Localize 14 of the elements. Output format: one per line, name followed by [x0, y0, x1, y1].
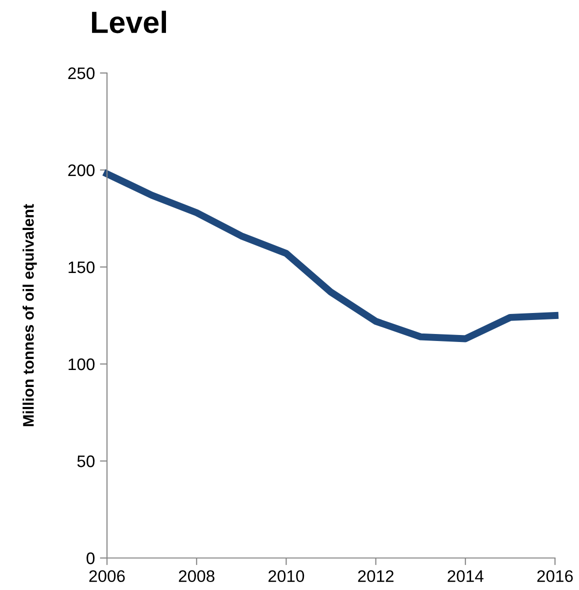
x-tick-label: 2008 [178, 570, 214, 582]
y-axis-title: Million tonnes of oil equivalent [22, 204, 37, 426]
y-tick-label: 200 [68, 164, 95, 176]
y-tick-label: 50 [77, 455, 95, 468]
x-tick-label: 2010 [268, 570, 304, 582]
y-tick-label: 150 [68, 261, 95, 274]
x-tick-label: 2016 [537, 570, 573, 582]
y-tick-label: 0 [86, 552, 95, 564]
x-tick-label: 2014 [448, 570, 484, 582]
y-tick-label: 250 [68, 67, 95, 80]
y-tick-label: 100 [68, 358, 95, 370]
x-tick-label: 2012 [358, 570, 394, 582]
x-tick-label: 2006 [89, 570, 125, 582]
chart-title: Level [92, 10, 166, 34]
